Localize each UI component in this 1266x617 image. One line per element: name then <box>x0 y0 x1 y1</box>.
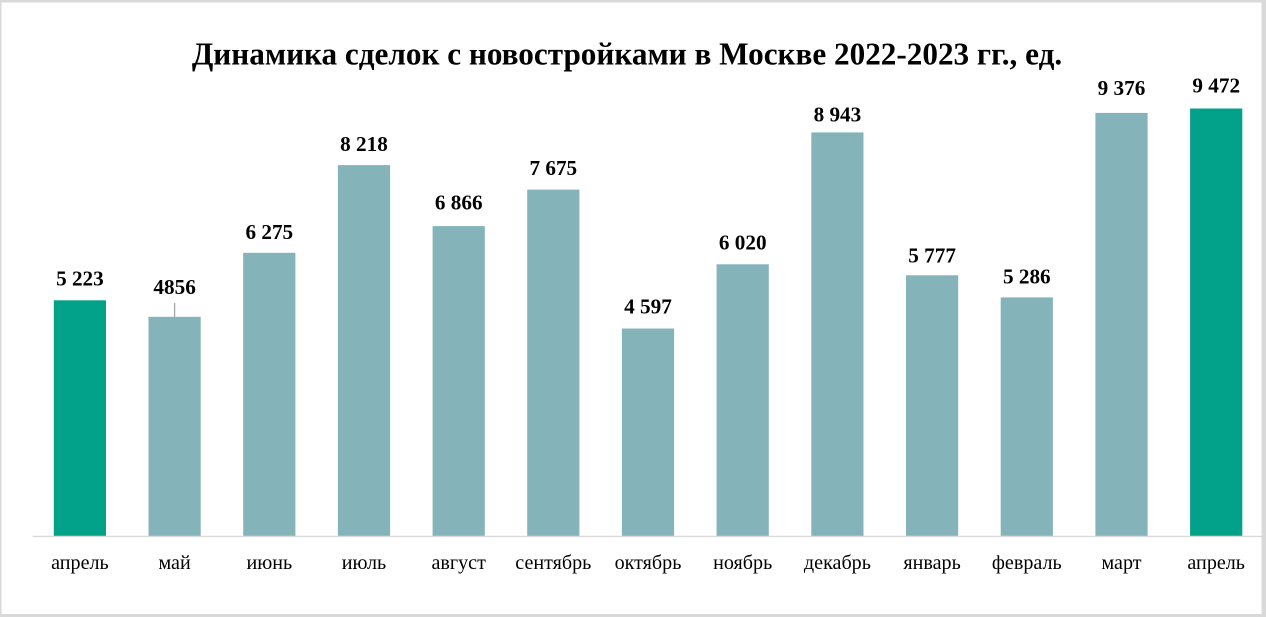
svg-text:6 866: 6 866 <box>435 190 483 214</box>
svg-text:апрель: апрель <box>1187 552 1245 574</box>
svg-text:сентябрь: сентябрь <box>515 552 591 574</box>
svg-text:8 218: 8 218 <box>340 132 388 156</box>
svg-text:8 943: 8 943 <box>814 103 862 127</box>
svg-text:4 597: 4 597 <box>624 295 672 319</box>
svg-text:6 275: 6 275 <box>245 220 293 244</box>
svg-text:6 020: 6 020 <box>719 231 767 255</box>
svg-text:9 472: 9 472 <box>1192 74 1240 98</box>
svg-text:октябрь: октябрь <box>615 552 682 574</box>
svg-text:5 777: 5 777 <box>908 244 956 268</box>
svg-text:август: август <box>431 552 486 574</box>
svg-text:ноябрь: ноябрь <box>713 552 772 574</box>
svg-text:декабрь: декабрь <box>804 552 871 574</box>
svg-text:7 675: 7 675 <box>529 156 577 180</box>
svg-text:май: май <box>158 552 190 574</box>
svg-text:март: март <box>1101 552 1141 574</box>
svg-text:5 286: 5 286 <box>1003 264 1051 288</box>
svg-text:апрель: апрель <box>51 552 109 574</box>
svg-text:Динамика сделок с новостройкам: Динамика сделок с новостройками в Москве… <box>192 37 1062 72</box>
svg-text:5 223: 5 223 <box>56 267 104 291</box>
svg-text:июнь: июнь <box>246 552 292 574</box>
svg-text:9 376: 9 376 <box>1098 76 1146 100</box>
svg-text:4856: 4856 <box>153 275 195 299</box>
svg-text:июль: июль <box>342 552 386 574</box>
svg-text:февраль: февраль <box>992 552 1062 574</box>
svg-text:январь: январь <box>903 552 960 574</box>
